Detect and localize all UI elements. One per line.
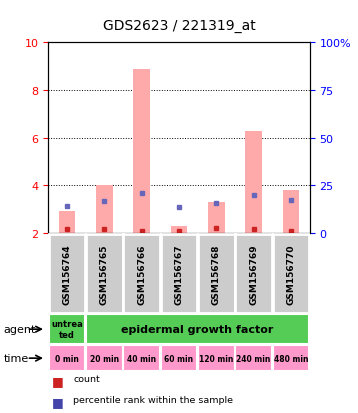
Text: GSM156769: GSM156769 <box>249 243 258 304</box>
Text: epidermal growth factor: epidermal growth factor <box>121 324 274 335</box>
Text: GSM156766: GSM156766 <box>137 243 146 304</box>
Text: GSM156764: GSM156764 <box>63 243 72 304</box>
Bar <box>123 234 160 313</box>
Bar <box>133 69 150 233</box>
Text: agent: agent <box>4 324 36 335</box>
Text: 480 min: 480 min <box>274 354 308 363</box>
Text: GDS2623 / 221319_at: GDS2623 / 221319_at <box>103 19 255 33</box>
Bar <box>235 345 272 371</box>
Text: percentile rank within the sample: percentile rank within the sample <box>73 395 233 404</box>
Bar <box>86 345 123 371</box>
Bar <box>49 234 86 313</box>
Text: 0 min: 0 min <box>55 354 79 363</box>
Bar <box>245 131 262 233</box>
Bar <box>198 345 235 371</box>
Bar <box>282 191 299 233</box>
Text: 60 min: 60 min <box>164 354 194 363</box>
Bar <box>59 212 76 233</box>
Text: count: count <box>73 374 100 383</box>
Bar <box>49 345 86 371</box>
Text: 40 min: 40 min <box>127 354 156 363</box>
Text: GSM156770: GSM156770 <box>286 243 295 304</box>
Text: GSM156765: GSM156765 <box>100 243 109 304</box>
Text: 20 min: 20 min <box>90 354 119 363</box>
Bar <box>123 345 160 371</box>
Text: GSM156768: GSM156768 <box>212 243 221 304</box>
Bar <box>49 315 86 344</box>
Bar <box>208 202 225 233</box>
Bar <box>272 234 309 313</box>
Text: 240 min: 240 min <box>237 354 271 363</box>
Bar <box>160 234 198 313</box>
Text: GSM156767: GSM156767 <box>174 243 184 304</box>
Text: 120 min: 120 min <box>199 354 233 363</box>
Bar <box>86 234 123 313</box>
Bar <box>272 345 309 371</box>
Bar <box>96 186 113 233</box>
Text: ■: ■ <box>52 395 64 408</box>
Text: time: time <box>4 353 29 363</box>
Text: ■: ■ <box>52 374 64 387</box>
Bar <box>160 345 198 371</box>
Text: untrea
ted: untrea ted <box>51 320 83 339</box>
Bar <box>86 315 309 344</box>
Bar <box>198 234 235 313</box>
Bar <box>235 234 272 313</box>
Bar <box>171 226 187 233</box>
